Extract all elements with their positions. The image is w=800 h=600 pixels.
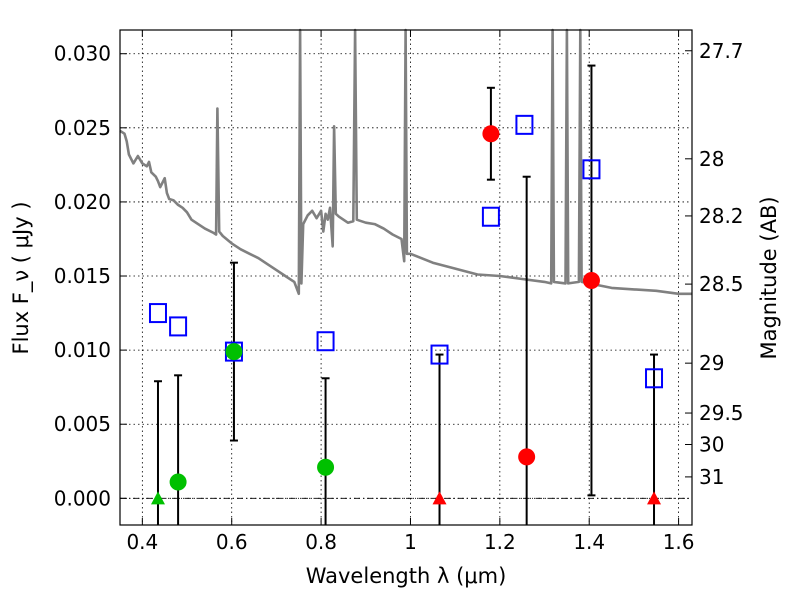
model-square — [515, 114, 534, 135]
detection-point — [482, 125, 500, 143]
detection-point — [225, 343, 243, 361]
y-tick-label: 0.000 — [54, 486, 111, 510]
y-tick-label: 0.015 — [54, 264, 111, 288]
model-square — [169, 316, 188, 337]
x-tick-label: 0.8 — [305, 530, 337, 554]
y-tick-label: 0.005 — [54, 412, 111, 436]
x-axis-title: Wavelength λ (μm) — [306, 564, 507, 588]
y-axis-title: Flux F_ν ( μJy ) — [9, 201, 34, 354]
y-tick-label: 0.025 — [54, 116, 111, 140]
detection-point — [169, 473, 187, 491]
model-square — [582, 159, 601, 180]
upper-limit-marker — [432, 491, 447, 505]
upper-limit-marker — [150, 491, 165, 505]
detection-point — [582, 271, 600, 289]
model-square — [645, 368, 664, 389]
y-axis-right-title: Magnitude (AB) — [757, 196, 781, 359]
model-square — [316, 331, 335, 352]
right-tick-label: 28 — [699, 147, 724, 171]
x-tick-label: 1.2 — [484, 530, 516, 554]
right-tick-label: 28.2 — [699, 204, 744, 228]
y-tick-label: 0.030 — [54, 42, 111, 66]
right-tick-label: 27.7 — [699, 39, 744, 63]
right-tick-label: 30 — [699, 433, 724, 457]
model-square — [148, 303, 167, 324]
x-tick-label: 1.6 — [663, 530, 695, 554]
model-square — [430, 344, 449, 365]
right-tick-label: 31 — [699, 465, 724, 489]
right-tick-label: 28.5 — [699, 272, 744, 296]
plot-frame — [119, 29, 693, 526]
sed-line-layer — [119, 28, 692, 296]
sed-line — [119, 28, 692, 296]
x-tick-label: 1.4 — [573, 530, 605, 554]
x-tick-label: 1 — [404, 530, 417, 554]
model-square — [481, 206, 500, 227]
x-tick-label: 0.6 — [216, 530, 248, 554]
axis-ticks — [120, 30, 692, 525]
data-markers — [148, 114, 664, 505]
detection-point — [317, 458, 335, 476]
right-tick-label: 29 — [699, 351, 724, 375]
x-tick-label: 0.4 — [126, 530, 158, 554]
y-tick-labels: 0.000 0.005 0.010 0.015 0.020 0.025 0.030 — [54, 42, 111, 511]
detection-point — [518, 448, 536, 466]
y-tick-label: 0.020 — [54, 190, 111, 214]
upper-limit-marker — [647, 491, 662, 505]
x-tick-labels: 0.4 0.6 0.8 1 1.2 1.4 1.6 — [126, 530, 694, 554]
right-tick-labels: 27.7 28 28.2 28.5 29 29.5 30 31 — [699, 39, 744, 489]
y-tick-label: 0.010 — [54, 338, 111, 362]
right-tick-label: 29.5 — [699, 401, 744, 425]
